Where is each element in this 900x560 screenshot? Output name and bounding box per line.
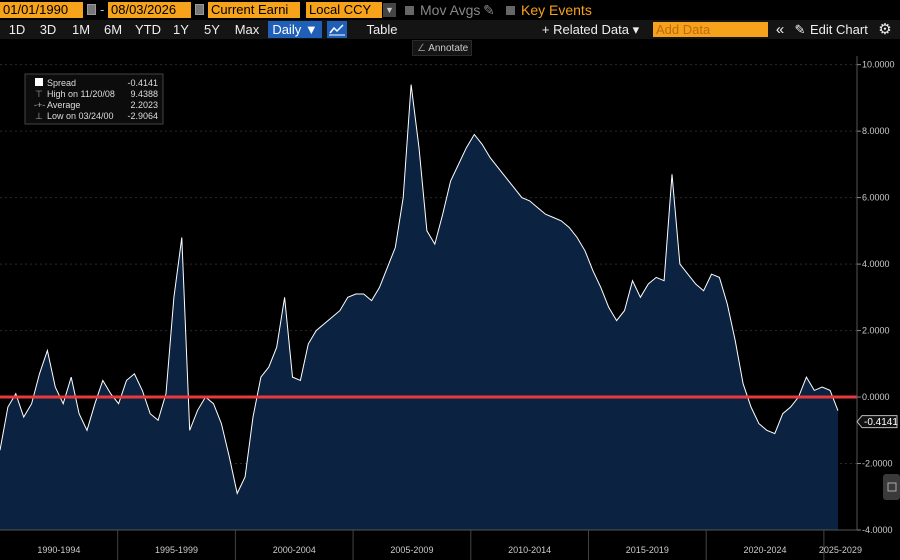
x-tick-label: 2025-2029 <box>819 545 862 555</box>
y-tick-label: 10.0000 <box>862 60 895 70</box>
last-value-text: -0.4141 <box>864 417 898 428</box>
last-value-marker: -0.4141 <box>856 415 898 429</box>
legend-spread-value: -0.4141 <box>127 78 158 88</box>
table-button[interactable]: Table <box>366 22 398 37</box>
gear-icon[interactable]: ⚙ <box>878 21 892 38</box>
legend-box <box>24 73 164 125</box>
spread-swatch <box>35 78 43 86</box>
range-1d[interactable]: 1D <box>8 22 26 37</box>
average-marker-icon: -+- <box>34 100 45 110</box>
nav-back-icon[interactable]: « <box>775 21 785 38</box>
related-data-button[interactable]: + Related Data ▾ <box>541 22 640 37</box>
chevron-down-icon[interactable]: ▼ <box>383 3 396 17</box>
legend-spread-label: Spread <box>47 78 76 88</box>
key-events-label[interactable]: Key Events <box>521 2 592 18</box>
y-tick-label: -4.0000 <box>862 525 893 535</box>
legend-high-value: 9.4388 <box>130 89 158 99</box>
range-5y[interactable]: 5Y <box>204 22 220 37</box>
legend-average-value: 2.2023 <box>130 100 158 110</box>
y-tick-label: 0.0000 <box>862 392 890 402</box>
x-tick-label: 1990-1994 <box>37 545 80 555</box>
range-1m[interactable]: 1M <box>71 22 91 37</box>
end-date-field[interactable]: 08/03/2026 <box>108 2 191 18</box>
annotate-pencil-icon: ∠ <box>417 43 429 54</box>
x-tick-label: 2010-2014 <box>508 545 551 555</box>
y-tick-label: 6.0000 <box>862 193 890 203</box>
x-tick-label: 2020-2024 <box>744 545 787 555</box>
x-axis: 1990-1994 1995-1999 2000-2004 2005-2009 2010… <box>37 530 862 560</box>
frequency-selector[interactable]: Daily ▼ <box>268 21 322 38</box>
x-tick-label: 2000-2004 <box>273 545 316 555</box>
legend-low-value: -2.9064 <box>127 111 158 121</box>
line-chart-icon[interactable] <box>327 21 347 38</box>
y-axis: -4.0000 -2.0000 0.0000 2.0000 4.0000 6.0000 8.… <box>857 60 895 535</box>
y-tick-label: 2.0000 <box>862 326 890 336</box>
y-tick-label: -2.0000 <box>862 459 893 469</box>
x-tick-label: 2015-2019 <box>626 545 669 555</box>
pencil-icon[interactable]: ✎ <box>483 2 495 18</box>
mov-avgs-label[interactable]: Mov Avgs <box>420 2 481 18</box>
legend: Spread -0.4141 ⊤ High on 11/20/08 9.4388… <box>24 73 164 125</box>
range-1y[interactable]: 1Y <box>173 22 189 37</box>
high-marker-icon: ⊤ <box>35 89 43 99</box>
side-panel-button <box>883 474 900 500</box>
low-marker-icon: ⊥ <box>35 111 43 121</box>
x-tick-label: 1995-1999 <box>155 545 198 555</box>
date-separator: - <box>100 2 105 17</box>
annotate-label: Annotate <box>428 43 469 54</box>
legend-average-label: Average <box>47 100 80 110</box>
edit-chart-button[interactable]: Edit Chart <box>810 22 868 37</box>
currency-selector[interactable]: Local CCY <box>306 2 382 18</box>
mov-avgs-checkbox[interactable] <box>405 6 414 15</box>
calendar-icon[interactable] <box>195 4 204 15</box>
spread-line <box>0 84 839 495</box>
range-max[interactable]: Max <box>234 22 260 37</box>
field-selector[interactable]: Current Earni <box>208 2 300 18</box>
x-tick-label: 2005-2009 <box>390 545 433 555</box>
annotate-button[interactable]: ∠ Annotate <box>412 40 472 56</box>
range-3d[interactable]: 3D <box>39 22 57 37</box>
start-date-field[interactable]: 01/01/1990 <box>0 2 83 18</box>
key-events-checkbox[interactable] <box>506 6 515 15</box>
edit-pencil-icon[interactable]: ✎ <box>794 22 806 37</box>
y-tick-label: 4.0000 <box>862 259 890 269</box>
legend-high-label: High on 11/20/08 <box>47 89 115 99</box>
add-data-input[interactable]: Add Data <box>653 22 768 37</box>
legend-low-label: Low on 03/24/00 <box>47 111 114 121</box>
range-ytd[interactable]: YTD <box>135 22 161 37</box>
chart-grid <box>0 64 857 531</box>
spread-area <box>0 84 838 530</box>
y-tick-label: 8.0000 <box>862 126 890 136</box>
range-6m[interactable]: 6M <box>103 22 123 37</box>
calendar-icon[interactable] <box>87 4 96 15</box>
last-value-tag <box>856 415 898 429</box>
